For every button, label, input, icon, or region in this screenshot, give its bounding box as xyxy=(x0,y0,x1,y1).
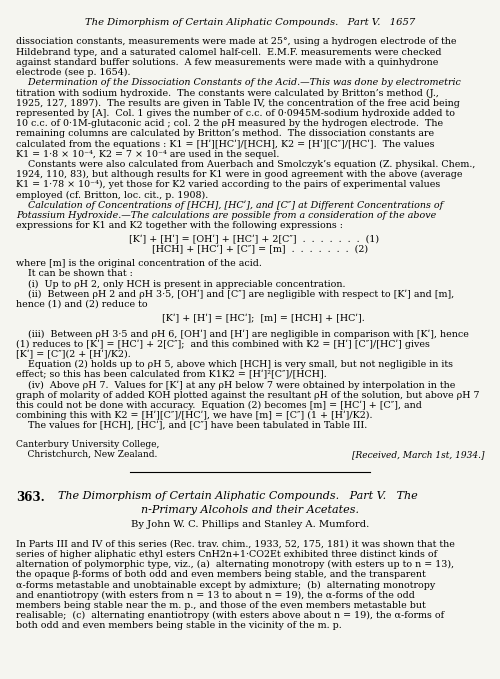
Text: graph of molarity of added KOH plotted against the resultant ρH of the solution,: graph of molarity of added KOH plotted a… xyxy=(16,391,479,400)
Text: effect; so this has been calculated from K1K2 = [Hʹ]²[C″]/[HCH].: effect; so this has been calculated from… xyxy=(16,371,327,380)
Text: remaining columns are calculated by Britton’s method.  The dissociation constant: remaining columns are calculated by Brit… xyxy=(16,129,434,139)
Text: employed (cf. Britton, loc. cit., p. 1908).: employed (cf. Britton, loc. cit., p. 190… xyxy=(16,190,208,200)
Text: [Kʹ] + [Hʹ] = [HCʹ];  [m] = [HCH] + [HCʹ].: [Kʹ] + [Hʹ] = [HCʹ]; [m] = [HCH] + [HCʹ]… xyxy=(135,314,365,323)
Text: [Kʹ] + [Hʹ] = [OHʹ] + [HCʹ] + 2[C″]  .  .  .  .  .  .  .  (1): [Kʹ] + [Hʹ] = [OHʹ] + [HCʹ] + 2[C″] . . … xyxy=(120,235,380,244)
Text: By John W. C. Phillips and Stanley A. Mumford.: By John W. C. Phillips and Stanley A. Mu… xyxy=(131,520,369,530)
Text: K1 = 1·78 × 10⁻⁴), yet those for K2 varied according to the pairs of experimenta: K1 = 1·78 × 10⁻⁴), yet those for K2 vari… xyxy=(16,180,440,189)
Text: represented by [A].  Col. 1 gives the number of c.c. of 0·0945M-sodium hydroxide: represented by [A]. Col. 1 gives the num… xyxy=(16,109,455,117)
Text: Constants were also calculated from Auerbach and Smolczyk’s equation (Z. physika: Constants were also calculated from Auer… xyxy=(16,160,475,169)
Text: alternation of polymorphic type, viz., (a)  alternating monotropy (with esters u: alternation of polymorphic type, viz., (… xyxy=(16,560,454,569)
Text: α-forms metastable and unobtainable except by admixture;  (b)  alternating monot: α-forms metastable and unobtainable exce… xyxy=(16,581,435,589)
Text: where [m] is the original concentration of the acid.: where [m] is the original concentration … xyxy=(16,259,262,268)
Text: 10 c.c. of 0·1M-glutaconic acid ; col. 2 the ρH measured by the hydrogen electro: 10 c.c. of 0·1M-glutaconic acid ; col. 2… xyxy=(16,119,443,128)
Text: 1925, 127, 1897).  The results are given in Table IV, the concentration of the f: 1925, 127, 1897). The results are given … xyxy=(16,98,460,108)
Text: this could not be done with accuracy.  Equation (2) becomes [m] = [HCʹ] + [C″], : this could not be done with accuracy. Eq… xyxy=(16,401,422,410)
Text: (iii)  Between ρH 3·5 and ρH 6, [OHʹ] and [Hʹ] are negligible in comparison with: (iii) Between ρH 3·5 and ρH 6, [OHʹ] and… xyxy=(16,329,469,339)
Text: titration with sodium hydroxide.  The constants were calculated by Britton’s met: titration with sodium hydroxide. The con… xyxy=(16,88,439,98)
Text: [HCH] + [HCʹ] + [C″] = [m]  .  .  .  .  .  .  .  (2): [HCH] + [HCʹ] + [C″] = [m] . . . . . . .… xyxy=(132,246,368,255)
Text: against standard buffer solutions.  A few measurements were made with a quinhydr: against standard buffer solutions. A few… xyxy=(16,58,438,67)
Text: [Received, March 1st, 1934.]: [Received, March 1st, 1934.] xyxy=(352,450,484,459)
Text: n-Primary Alcohols and their Acetates.: n-Primary Alcohols and their Acetates. xyxy=(141,505,359,515)
Text: It can be shown that :: It can be shown that : xyxy=(16,270,133,278)
Text: K1 = 1·8 × 10⁻⁴, K2 = 7 × 10⁻⁴ are used in the sequel.: K1 = 1·8 × 10⁻⁴, K2 = 7 × 10⁻⁴ are used … xyxy=(16,149,280,159)
Text: In Parts III and IV of this series (Rec. trav. chim., 1933, 52, 175, 181) it was: In Parts III and IV of this series (Rec.… xyxy=(16,540,455,549)
Text: Christchurch, New Zealand.: Christchurch, New Zealand. xyxy=(16,450,158,459)
Text: Equation (2) holds up to ρH 5, above which [HCH] is very small, but not negligib: Equation (2) holds up to ρH 5, above whi… xyxy=(16,361,453,369)
Text: (i)  Up to ρH 2, only HCH is present in appreciable concentration.: (i) Up to ρH 2, only HCH is present in a… xyxy=(16,280,345,289)
Text: (1) reduces to [Kʹ] = [HCʹ] + 2[C″];  and this combined with K2 = [Hʹ] [C″]/[HCʹ: (1) reduces to [Kʹ] = [HCʹ] + 2[C″]; and… xyxy=(16,340,430,349)
Text: Potassium Hydroxide.—The calculations are possible from a consideration of the a: Potassium Hydroxide.—The calculations ar… xyxy=(16,210,436,220)
Text: members being stable near the m. p., and those of the even members metastable bu: members being stable near the m. p., and… xyxy=(16,601,426,610)
Text: Hildebrand type, and a saturated calomel half-cell.  E.M.F. measurements were ch: Hildebrand type, and a saturated calomel… xyxy=(16,48,442,56)
Text: series of higher aliphatic ethyl esters CnH2n+1·CO2Et exhibited three distinct k: series of higher aliphatic ethyl esters … xyxy=(16,550,437,559)
Text: and enantiotropy (with esters from n = 13 to about n = 19), the α-forms of the o: and enantiotropy (with esters from n = 1… xyxy=(16,591,415,600)
Text: 363.: 363. xyxy=(16,491,45,504)
Text: both odd and even members being stable in the vicinity of the m. p.: both odd and even members being stable i… xyxy=(16,621,342,630)
Text: calculated from the equations : K1 = [Hʹ][HCʹ]/[HCH], K2 = [Hʹ][C″]/[HCʹ].  The : calculated from the equations : K1 = [Hʹ… xyxy=(16,139,434,149)
Text: the opaque β-forms of both odd and even members being stable, and the transparen: the opaque β-forms of both odd and even … xyxy=(16,570,426,579)
Text: The Dimorphism of Certain Aliphatic Compounds.   Part V.   1657: The Dimorphism of Certain Aliphatic Comp… xyxy=(85,18,415,27)
Text: realisable;  (c)  alternating enantiotropy (with esters above about n = 19), the: realisable; (c) alternating enantiotropy… xyxy=(16,611,444,620)
Text: expressions for K1 and K2 together with the following expressions :: expressions for K1 and K2 together with … xyxy=(16,221,343,230)
Text: Calculation of Concentrations of [HCH], [HCʹ], and [C″] at Different Concentrati: Calculation of Concentrations of [HCH], … xyxy=(16,200,443,210)
Text: electrode (see p. 1654).: electrode (see p. 1654). xyxy=(16,68,130,77)
Text: combining this with K2 = [Hʹ][C″]/[HCʹ], we have [m] = [C″] (1 + [Hʹ]/K2).: combining this with K2 = [Hʹ][C″]/[HCʹ],… xyxy=(16,411,372,420)
Text: (ii)  Between ρH 2 and ρH 3·5, [OHʹ] and [C″] are negligible with respect to [Kʹ: (ii) Between ρH 2 and ρH 3·5, [OHʹ] and … xyxy=(16,290,454,299)
Text: hence (1) and (2) reduce to: hence (1) and (2) reduce to xyxy=(16,300,148,309)
Text: (iv)  Above ρH 7.  Values for [Kʹ] at any ρH below 7 were obtained by interpolat: (iv) Above ρH 7. Values for [Kʹ] at any … xyxy=(16,381,456,390)
Text: The Dimorphism of Certain Aliphatic Compounds.   Part V.   The: The Dimorphism of Certain Aliphatic Comp… xyxy=(58,491,418,501)
Text: [Kʹ] = [C″](2 + [Hʹ]/K2).: [Kʹ] = [C″](2 + [Hʹ]/K2). xyxy=(16,350,131,359)
Text: The values for [HCH], [HCʹ], and [C″] have been tabulated in Table III.: The values for [HCH], [HCʹ], and [C″] ha… xyxy=(16,422,367,430)
Text: 1924, 110, 83), but although results for K1 were in good agreement with the abov: 1924, 110, 83), but although results for… xyxy=(16,170,462,179)
Text: Determination of the Dissociation Constants of the Acid.—This was done by electr: Determination of the Dissociation Consta… xyxy=(16,78,461,87)
Text: Canterbury University College,: Canterbury University College, xyxy=(16,440,160,449)
Text: dissociation constants, measurements were made at 25°, using a hydrogen electrod: dissociation constants, measurements wer… xyxy=(16,37,456,46)
